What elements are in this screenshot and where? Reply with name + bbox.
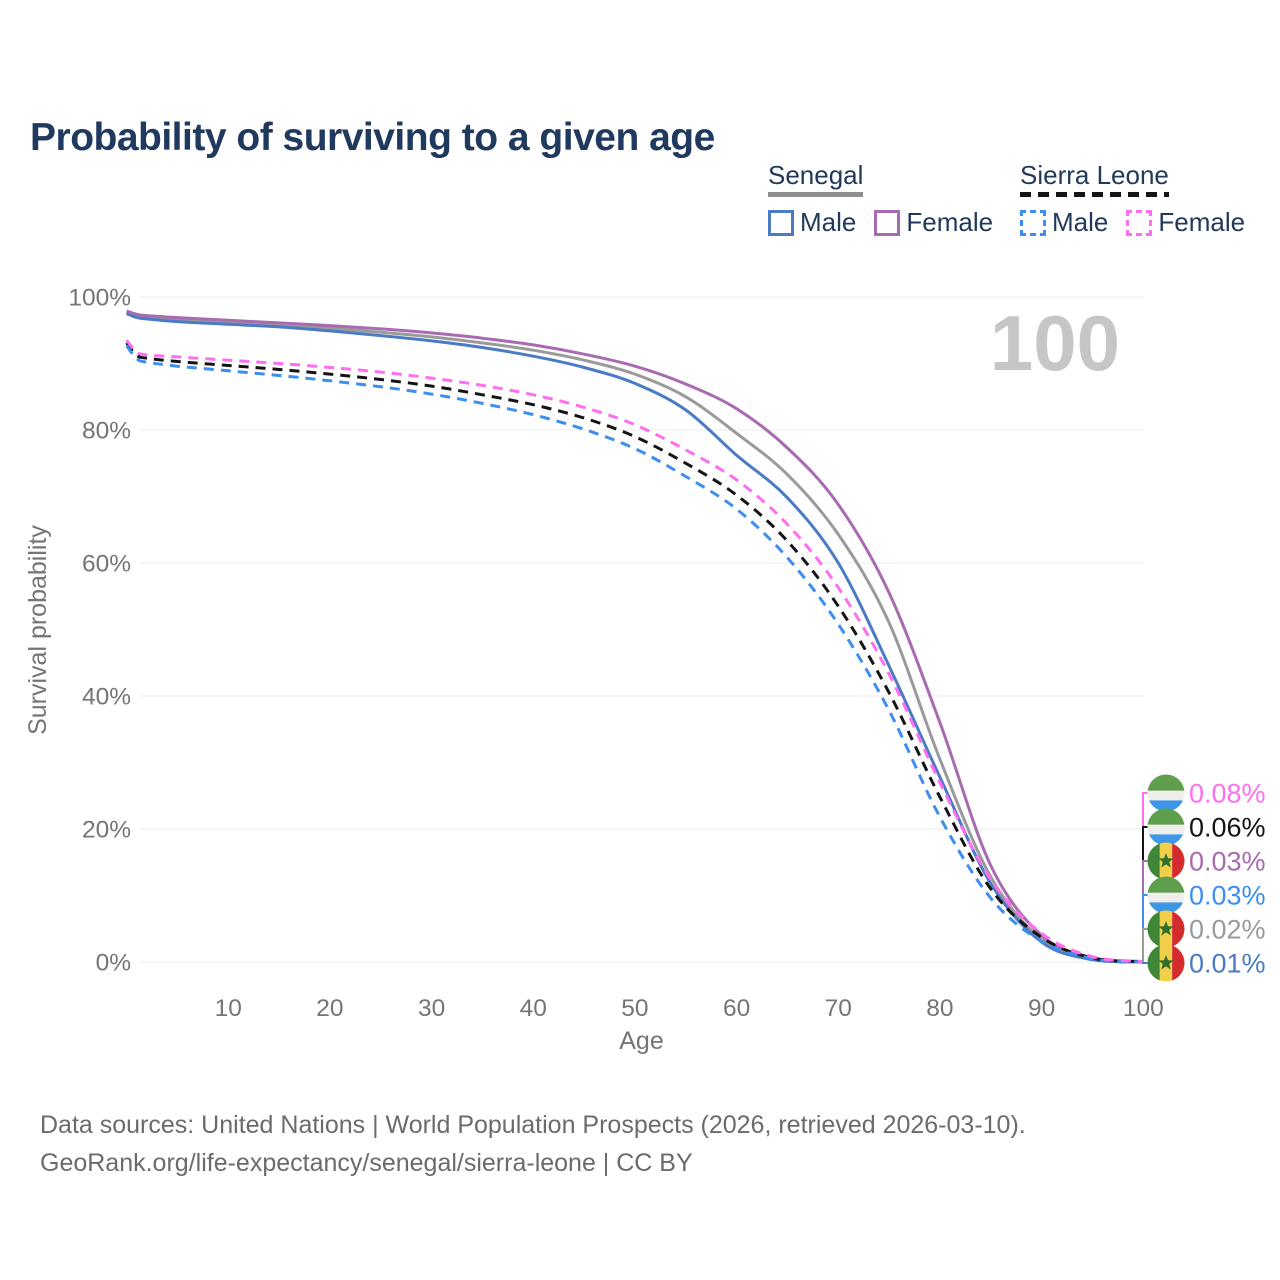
x-tick-label: 100: [1123, 995, 1164, 1022]
sierra-leone-line-swatch: [1020, 192, 1169, 197]
senegal-flag-icon: [1147, 842, 1185, 880]
end-value-label-sierra-leone-male: 0.03%: [1189, 881, 1266, 911]
sierra-leone-flag-icon: [1147, 774, 1185, 812]
x-tick-label: 80: [926, 995, 953, 1022]
x-tick-label: 70: [825, 995, 852, 1022]
y-tick-label: 100%: [68, 285, 131, 312]
senegal-female-swatch-icon: [874, 209, 901, 236]
legend-senegal-label: Senegal: [768, 160, 864, 190]
x-axis-title: Age: [619, 1027, 663, 1055]
sierra-leone-female-swatch-icon: [1126, 209, 1153, 236]
y-tick-label: 40%: [82, 684, 131, 711]
senegal-flag-icon: [1147, 944, 1185, 982]
legend-group-sierra-leone: Sierra Leone Male Female: [1020, 161, 1245, 238]
page-title: Probability of surviving to a given age: [30, 116, 715, 160]
sierra-leone-flag-icon: [1147, 876, 1185, 914]
legend-item-sierra-leone-female[interactable]: Female: [1126, 207, 1245, 238]
sierra-leone-male-swatch-icon: [1020, 209, 1046, 236]
end-value-label-senegal-female: 0.03%: [1189, 847, 1266, 877]
legend-item-sierra-leone-male[interactable]: Male: [1020, 207, 1108, 238]
x-tick-label: 50: [621, 995, 648, 1022]
senegal-male-swatch-icon: [768, 209, 794, 236]
senegal-line-swatch: [768, 192, 864, 197]
legend-country-senegal[interactable]: Senegal: [768, 160, 864, 197]
curve-sierra-leone-both: [125, 341, 1144, 964]
curve-senegal-female: [126, 309, 1144, 964]
age-counter-watermark: 100: [990, 299, 1120, 387]
legend-item-senegal-male[interactable]: Male: [768, 207, 856, 238]
curve-sierra-leone-female: [125, 339, 1144, 963]
attribution-text: GeoRank.org/life-expectancy/senegal/sier…: [40, 1149, 693, 1177]
end-value-label-sierra-leone-female: 0.08%: [1189, 779, 1266, 809]
x-tick-label: 90: [1028, 995, 1055, 1022]
y-tick-label: 60%: [82, 551, 131, 578]
leader-line-senegal-both: [1142, 928, 1148, 962]
end-value-label-senegal-both: 0.02%: [1189, 915, 1266, 945]
legend-sierra-leone-label: Sierra Leone: [1020, 160, 1169, 190]
end-value-label-sierra-leone-both: 0.06%: [1189, 813, 1266, 843]
y-tick-label: 20%: [82, 817, 131, 844]
legend-country-sierra-leone[interactable]: Sierra Leone: [1020, 161, 1169, 197]
y-tick-label: 80%: [82, 418, 131, 445]
x-tick-label: 60: [723, 995, 750, 1022]
legend-group-senegal: Senegal Male Female: [768, 161, 993, 238]
curve-sierra-leone-male: [125, 344, 1144, 964]
data-sources-text: Data sources: United Nations | World Pop…: [40, 1111, 1026, 1139]
senegal-flag-icon: [1147, 910, 1185, 948]
y-axis-title: Survival probability: [24, 525, 52, 735]
x-tick-label: 20: [316, 995, 343, 1022]
leader-line-senegal-male: [1142, 962, 1148, 964]
legend-item-senegal-female[interactable]: Female: [874, 207, 993, 238]
y-tick-label: 0%: [96, 950, 131, 977]
chart-footer: Data sources: United Nations | World Pop…: [40, 1106, 1026, 1182]
curve-senegal-both: [126, 310, 1144, 964]
sierra-leone-flag-icon: [1147, 808, 1185, 846]
x-tick-label: 40: [520, 995, 547, 1022]
x-tick-label: 30: [418, 995, 445, 1022]
x-tick-label: 10: [215, 995, 242, 1022]
end-value-label-senegal-male: 0.01%: [1189, 949, 1266, 979]
